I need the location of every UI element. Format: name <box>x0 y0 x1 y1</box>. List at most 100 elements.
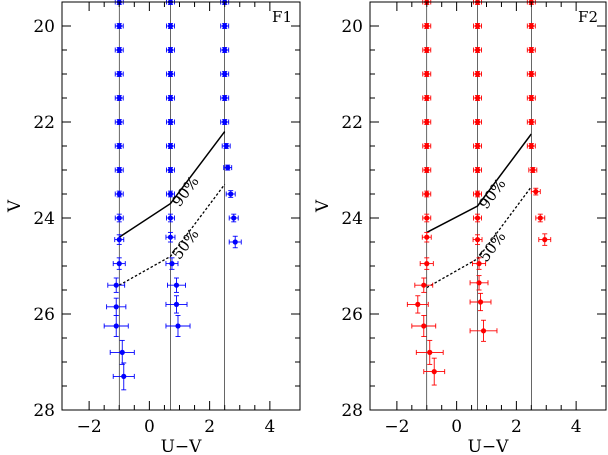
y-tick-label: 28 <box>33 401 55 421</box>
x-tick-label: 4 <box>264 417 275 437</box>
data-point <box>113 282 119 288</box>
data-point <box>537 215 543 221</box>
x-axis-label: U−V <box>161 437 203 455</box>
data-point <box>415 301 421 307</box>
data-point <box>474 23 481 29</box>
y-tick-label: 26 <box>341 305 363 325</box>
data-point <box>167 143 174 149</box>
y-tick-label: 22 <box>33 113 55 133</box>
x-tick-label: 4 <box>571 417 582 437</box>
data-point <box>116 143 122 149</box>
data-point <box>530 167 536 173</box>
data-point <box>222 119 228 125</box>
data-point <box>222 47 228 53</box>
data-point <box>528 119 534 125</box>
completeness-label: 50% <box>168 225 202 262</box>
data-point <box>474 191 481 197</box>
y-tick-label: 24 <box>341 209 363 229</box>
data-point <box>113 323 119 329</box>
panel-label: F1 <box>272 8 292 26</box>
data-point <box>528 23 534 29</box>
data-point <box>167 167 174 173</box>
data-point <box>474 71 481 77</box>
x-tick-label: 0 <box>451 417 462 437</box>
data-point <box>116 191 122 197</box>
panel-label: F2 <box>578 8 598 26</box>
data-point <box>480 328 487 334</box>
y-axis-label: V <box>313 199 333 213</box>
data-point <box>167 23 174 29</box>
data-point <box>542 237 548 243</box>
completeness-curve-50pct <box>118 184 226 286</box>
x-tick-label: −2 <box>77 417 102 437</box>
data-point <box>533 189 539 195</box>
data-point <box>232 239 238 245</box>
data-point <box>167 215 174 221</box>
data-point <box>474 215 481 221</box>
plot-frame <box>61 1 301 411</box>
data-point <box>424 167 430 173</box>
data-point <box>167 95 174 101</box>
data-point <box>427 349 433 355</box>
data-point <box>424 119 430 125</box>
data-point <box>222 23 228 29</box>
completeness-label: 50% <box>475 228 509 265</box>
data-point <box>424 71 430 77</box>
data-point <box>528 71 534 77</box>
data-point <box>121 373 127 379</box>
data-point <box>424 261 430 267</box>
data-point <box>167 119 174 125</box>
data-point <box>167 47 174 53</box>
data-point <box>474 237 481 243</box>
data-point <box>474 143 481 149</box>
data-point <box>173 282 180 288</box>
data-point <box>474 119 481 125</box>
data-point <box>424 47 430 53</box>
data-point <box>228 191 234 197</box>
y-axis-label: V <box>5 199 25 213</box>
data-point <box>222 95 228 101</box>
y-tick-label: 24 <box>33 209 55 229</box>
data-point <box>424 143 430 149</box>
data-point <box>424 95 430 101</box>
data-point <box>225 165 231 171</box>
data-point <box>424 234 430 240</box>
data-point <box>116 119 122 125</box>
data-point <box>528 143 534 149</box>
data-point <box>169 261 175 267</box>
data-point <box>116 261 122 267</box>
data-point <box>119 349 125 355</box>
data-point <box>116 215 122 221</box>
data-point <box>167 71 174 77</box>
completeness-label: 90% <box>168 173 202 210</box>
data-point <box>116 23 122 29</box>
data-point <box>474 167 481 173</box>
data-point <box>116 95 122 101</box>
data-point <box>116 237 122 243</box>
data-point <box>431 369 437 375</box>
data-point <box>173 301 180 307</box>
x-tick-label: 2 <box>511 417 522 437</box>
data-point <box>424 215 430 221</box>
y-tick-label: 20 <box>341 17 363 37</box>
completeness-curve-90pct <box>426 133 532 234</box>
data-point <box>476 280 482 286</box>
completeness-curve-50pct <box>426 186 532 289</box>
data-point <box>116 71 122 77</box>
data-point <box>175 323 181 329</box>
data-point <box>528 95 534 101</box>
data-point <box>223 143 229 149</box>
completeness-curve-90pct <box>118 131 226 238</box>
data-point <box>113 304 119 310</box>
data-point <box>477 299 484 305</box>
data-point <box>222 71 228 77</box>
data-point <box>421 323 427 329</box>
data-point <box>421 282 427 288</box>
x-axis-label: U−V <box>468 437 510 455</box>
data-point <box>476 261 482 267</box>
data-point <box>116 47 122 53</box>
y-tick-label: 20 <box>33 17 55 37</box>
